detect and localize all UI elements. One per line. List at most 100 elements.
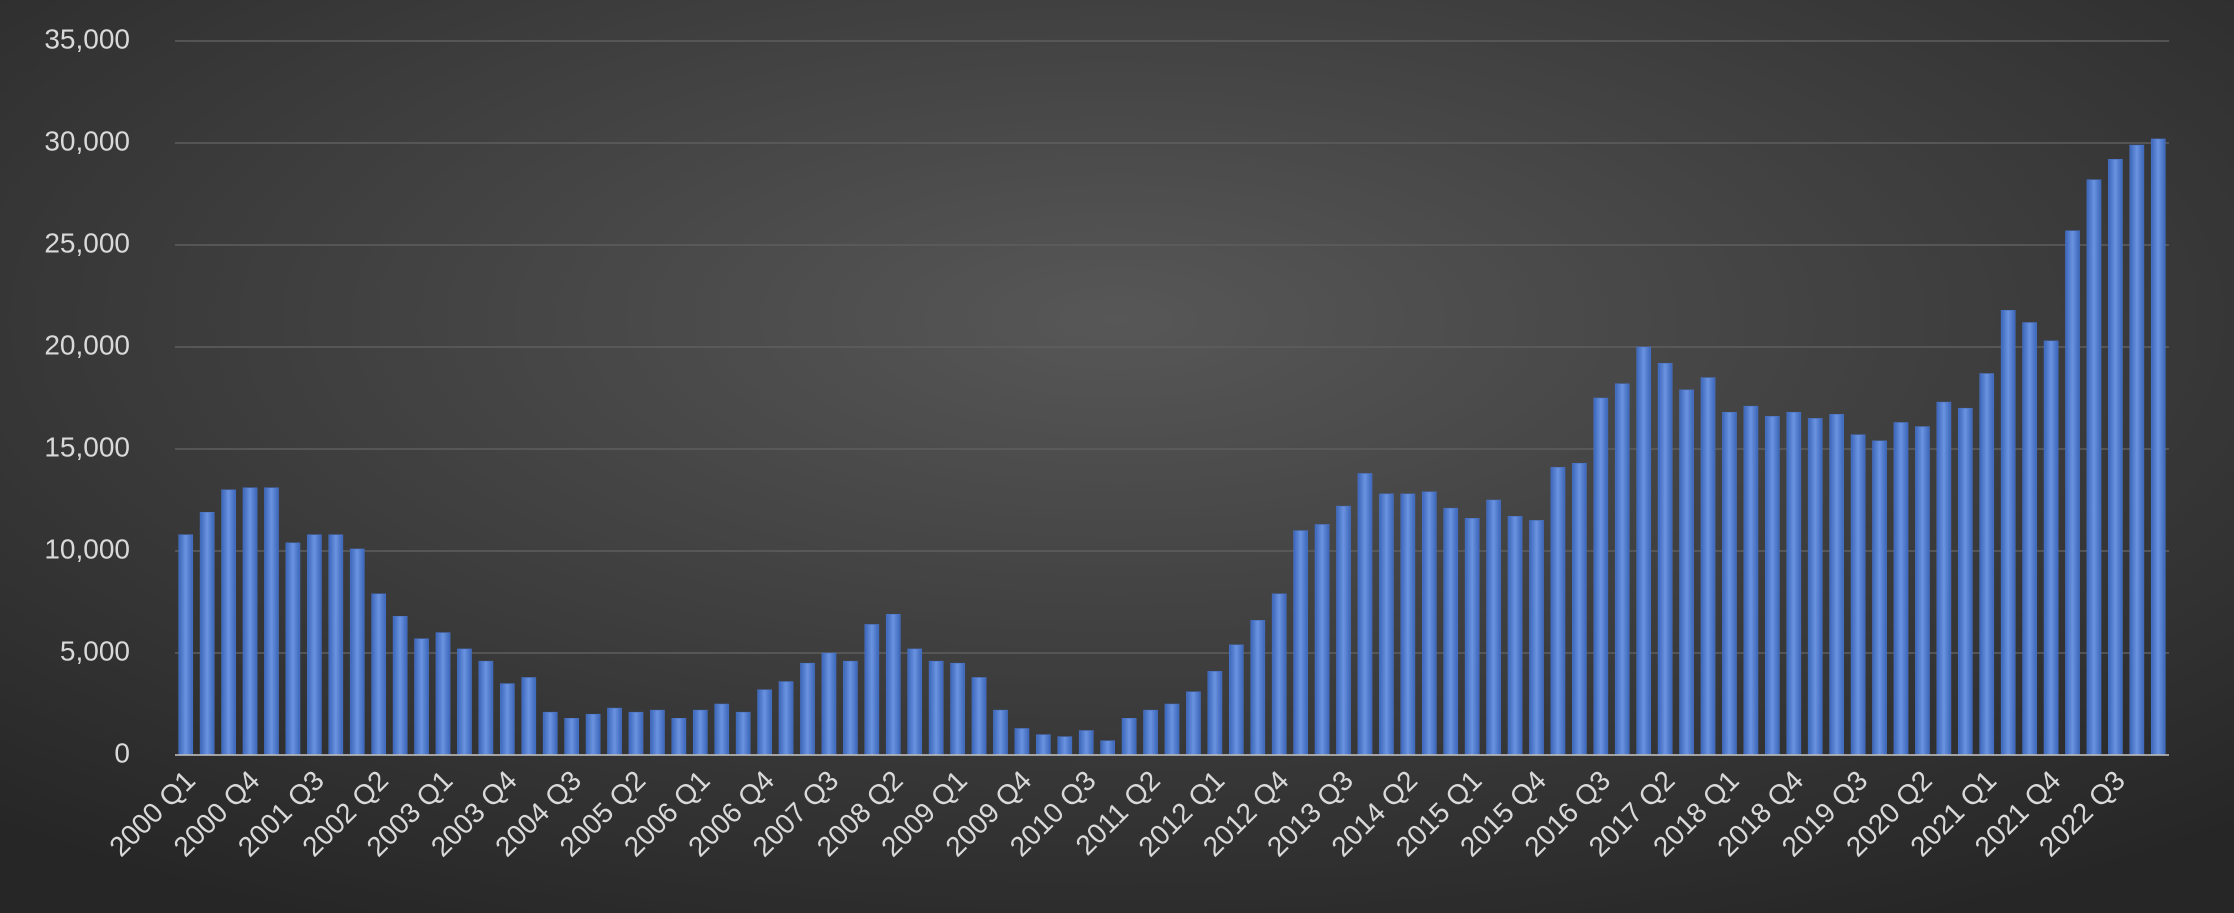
- bar: [993, 709, 1008, 756]
- bar: [971, 677, 987, 756]
- bar: [843, 660, 858, 756]
- bar: [1164, 703, 1180, 756]
- bar: [2129, 144, 2145, 756]
- bar: [2108, 159, 2123, 756]
- bar: [885, 613, 901, 756]
- y-tick-label: 15,000: [44, 431, 130, 462]
- bar: [1271, 593, 1287, 756]
- bar: [242, 487, 258, 756]
- bar: [392, 616, 408, 756]
- bar: [500, 683, 515, 756]
- y-tick-label: 0: [114, 737, 130, 768]
- bar: [1679, 389, 1694, 756]
- bar: [2000, 310, 2016, 756]
- bar: [1893, 422, 1909, 756]
- bar: [349, 548, 365, 756]
- bar: [1036, 734, 1051, 756]
- bar: [821, 652, 837, 756]
- bar: [714, 703, 730, 756]
- bar: [1529, 520, 1544, 756]
- bar: [1614, 383, 1630, 756]
- bar: [1228, 644, 1244, 756]
- bar: [1979, 373, 1995, 756]
- bar: [435, 632, 451, 756]
- bar: [371, 593, 387, 756]
- bar: [2065, 230, 2080, 756]
- bar: [1486, 499, 1501, 756]
- bar: [1807, 418, 1823, 756]
- bar: [307, 534, 322, 756]
- bar: [735, 711, 751, 756]
- bar: [478, 660, 494, 756]
- bar: [1078, 730, 1094, 756]
- bar: [1786, 412, 1802, 756]
- bar: [1464, 518, 1480, 756]
- bar: [907, 648, 923, 756]
- bar: [671, 718, 687, 756]
- y-tick-label: 5,000: [60, 635, 130, 666]
- y-tick-label: 35,000: [44, 23, 130, 54]
- bar: [1400, 493, 1416, 756]
- bar: [1293, 530, 1308, 756]
- bar: [264, 487, 279, 756]
- bar: [950, 662, 965, 756]
- bar: [1850, 434, 1866, 756]
- bar: [585, 713, 601, 756]
- bar: [1829, 414, 1844, 756]
- bar: [650, 709, 665, 756]
- bar: [1636, 346, 1652, 756]
- y-tick-label: 30,000: [44, 125, 130, 156]
- bar: [1057, 736, 1073, 756]
- bar: [1572, 463, 1587, 756]
- bar: [1743, 405, 1759, 756]
- bar: [2022, 322, 2037, 756]
- bar: [221, 489, 236, 756]
- bar: [564, 718, 579, 756]
- bar: [285, 542, 301, 756]
- bar: [928, 660, 944, 756]
- bar: [2086, 179, 2102, 756]
- bar: [1100, 740, 1116, 756]
- bar: [1186, 691, 1201, 756]
- bar: [1765, 416, 1780, 756]
- bar: [1421, 491, 1437, 756]
- bar: [1207, 671, 1223, 756]
- bar: [1593, 397, 1609, 756]
- bar: [1014, 728, 1030, 756]
- y-tick-label: 20,000: [44, 329, 130, 360]
- bar: [607, 707, 622, 756]
- bar: [1357, 473, 1373, 756]
- bar: [757, 689, 772, 756]
- bar: [1250, 620, 1266, 756]
- bar: [542, 711, 558, 756]
- bar: [2150, 138, 2166, 756]
- bar: [628, 711, 644, 756]
- bar: [1314, 524, 1330, 756]
- y-tick-label: 10,000: [44, 533, 130, 564]
- bar: [328, 534, 344, 756]
- bar: [178, 534, 194, 756]
- bar: [778, 681, 794, 756]
- bar: [2043, 340, 2059, 756]
- bar: [1657, 363, 1673, 756]
- bar: [457, 648, 472, 756]
- bar: [1957, 407, 1973, 756]
- y-tick-label: 25,000: [44, 227, 130, 258]
- bar: [1700, 377, 1716, 756]
- bar: [1379, 493, 1394, 756]
- bar: [1872, 440, 1887, 756]
- bar: [1915, 426, 1930, 756]
- bar: [414, 638, 429, 756]
- bar: [521, 677, 537, 756]
- bar: [1550, 467, 1566, 756]
- bar: [1443, 507, 1459, 756]
- bar: [199, 511, 215, 756]
- bar: [1936, 401, 1952, 756]
- bar: [864, 624, 880, 756]
- bar: [1121, 718, 1137, 756]
- bar: [692, 709, 708, 756]
- bar: [1722, 412, 1737, 756]
- bar: [800, 662, 815, 756]
- bar: [1507, 516, 1523, 756]
